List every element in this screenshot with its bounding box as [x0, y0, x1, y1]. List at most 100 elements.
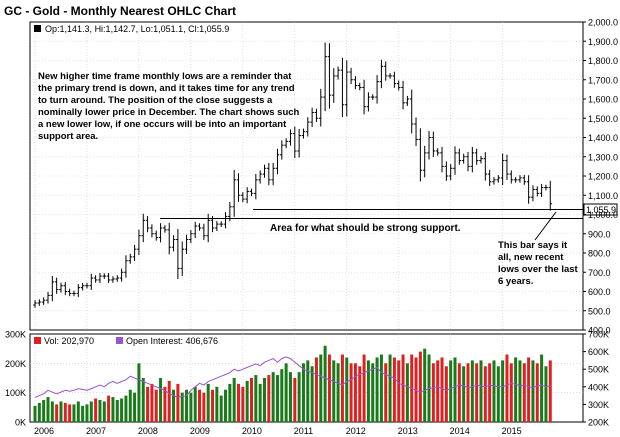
ohlc-bar	[150, 224, 154, 238]
annotation-main-box: New higher time frame monthly lows are a…	[38, 71, 300, 142]
oi-tick-label: 500K	[588, 365, 609, 375]
volume-bar	[275, 375, 279, 422]
volume-bar	[306, 360, 310, 422]
volume-bar	[509, 363, 513, 422]
ohlc-bar	[383, 61, 388, 81]
volume-bar	[63, 402, 67, 422]
ohlc-bar	[223, 212, 228, 229]
volume-bar	[514, 357, 518, 422]
ohlc-bar	[72, 290, 76, 297]
ohlc-bar	[414, 117, 418, 146]
price-tick-label: 1,400.0	[588, 133, 618, 143]
volume-bar	[496, 366, 500, 422]
ohlc-bar	[245, 187, 249, 204]
oi-legend-icon	[116, 337, 123, 344]
volume-bar	[163, 386, 167, 422]
ohlc-bar	[102, 273, 107, 279]
volume-bar	[362, 354, 366, 422]
ohlc-bar	[280, 140, 284, 160]
legend-low: Lo:1,051.1	[141, 24, 184, 34]
ohlc-bar	[228, 201, 232, 222]
volume-bar	[505, 354, 509, 422]
volume-bar	[340, 354, 344, 422]
volume-bar	[327, 354, 331, 422]
annotation-main: New higher time frame monthly lows are a…	[38, 71, 300, 142]
ohlc-bar	[336, 66, 340, 80]
volume-bar	[501, 360, 505, 422]
volume-bar	[267, 375, 271, 422]
ohlc-bar	[470, 146, 475, 173]
volume-bar	[457, 363, 461, 422]
annotation-support: Area for what should be strong support.	[270, 223, 461, 234]
volume-bar	[94, 398, 98, 422]
volume-bar	[189, 392, 193, 422]
ohlc-bar	[548, 180, 553, 211]
ohlc-bar	[526, 175, 531, 204]
ohlc-bar	[176, 228, 180, 279]
ohlc-bar	[310, 107, 314, 127]
volume-bar	[375, 357, 379, 422]
price-tick-label: 600.0	[588, 287, 611, 297]
ohlc-bar	[202, 223, 206, 240]
volume-bar	[137, 363, 141, 422]
ohlc-bar	[236, 173, 241, 202]
volume-bar	[98, 400, 102, 422]
volume-bar	[150, 383, 154, 422]
price-tick-label: 1,100.0	[588, 191, 618, 201]
ohlc-bar	[106, 273, 111, 284]
price-tick-label: 800.0	[588, 249, 611, 259]
volume-tick-label: 200K	[5, 359, 26, 369]
volume-bar	[462, 366, 466, 422]
ohlc-bar	[46, 291, 50, 304]
ohlc-bar	[258, 170, 262, 184]
volume-bar	[518, 360, 522, 422]
price-tick-label: 1,700.0	[588, 75, 618, 85]
ohlc-bar	[167, 222, 172, 255]
volume-bar	[540, 354, 544, 422]
volume-bar	[444, 366, 448, 422]
volume-bar	[314, 357, 318, 422]
price-tick-label: 1,600.0	[588, 95, 618, 105]
oi-tick-label: 600K	[588, 347, 609, 357]
volume-bar	[548, 360, 552, 422]
volume-bar	[423, 348, 427, 422]
volume-bar	[59, 401, 63, 422]
ohlc-bar	[132, 244, 137, 262]
ohlc-bar	[76, 283, 81, 298]
ohlc-bar	[284, 138, 288, 149]
volume-bar	[81, 405, 85, 422]
ohlc-bar	[297, 129, 301, 158]
volume-bar	[141, 378, 145, 422]
ohlc-bar	[89, 273, 94, 290]
ohlc-bar	[500, 153, 505, 186]
ohlc-bar	[314, 108, 319, 122]
time-tick-label: 2015	[502, 426, 522, 436]
volume-bar	[33, 405, 37, 422]
ohlc-bar	[422, 145, 427, 178]
price-axis: 2,000.0 1,900.0 1,800.0 1,700.0 1,600.0 1,500…	[583, 18, 618, 336]
ohlc-bar	[318, 88, 323, 127]
volume-bar	[535, 363, 539, 422]
price-tick-label: 1,900.0	[588, 37, 618, 47]
volume-bar	[345, 357, 349, 422]
pointer-line	[534, 211, 557, 241]
volume-bar	[124, 395, 128, 422]
time-tick-label: 2013	[398, 426, 418, 436]
ohlc-bar	[189, 230, 193, 244]
volume-bar	[55, 404, 59, 422]
volume-bar	[271, 372, 275, 422]
volume-bar	[492, 360, 496, 422]
ohlc-bar	[93, 275, 98, 283]
volume-bar	[358, 366, 362, 422]
ohlc-bar	[474, 148, 479, 165]
ohlc-bar	[379, 59, 384, 89]
price-tick-label: 2,000.0	[588, 18, 618, 28]
ohlc-bar	[509, 170, 514, 184]
volume-bar	[284, 363, 288, 422]
volume-bar	[397, 360, 401, 422]
ohlc-bar	[357, 82, 362, 91]
ohlc-bar	[522, 174, 527, 185]
ohlc-bar	[271, 162, 275, 186]
ohlc-bar	[366, 92, 371, 112]
volume-bar	[146, 386, 150, 422]
